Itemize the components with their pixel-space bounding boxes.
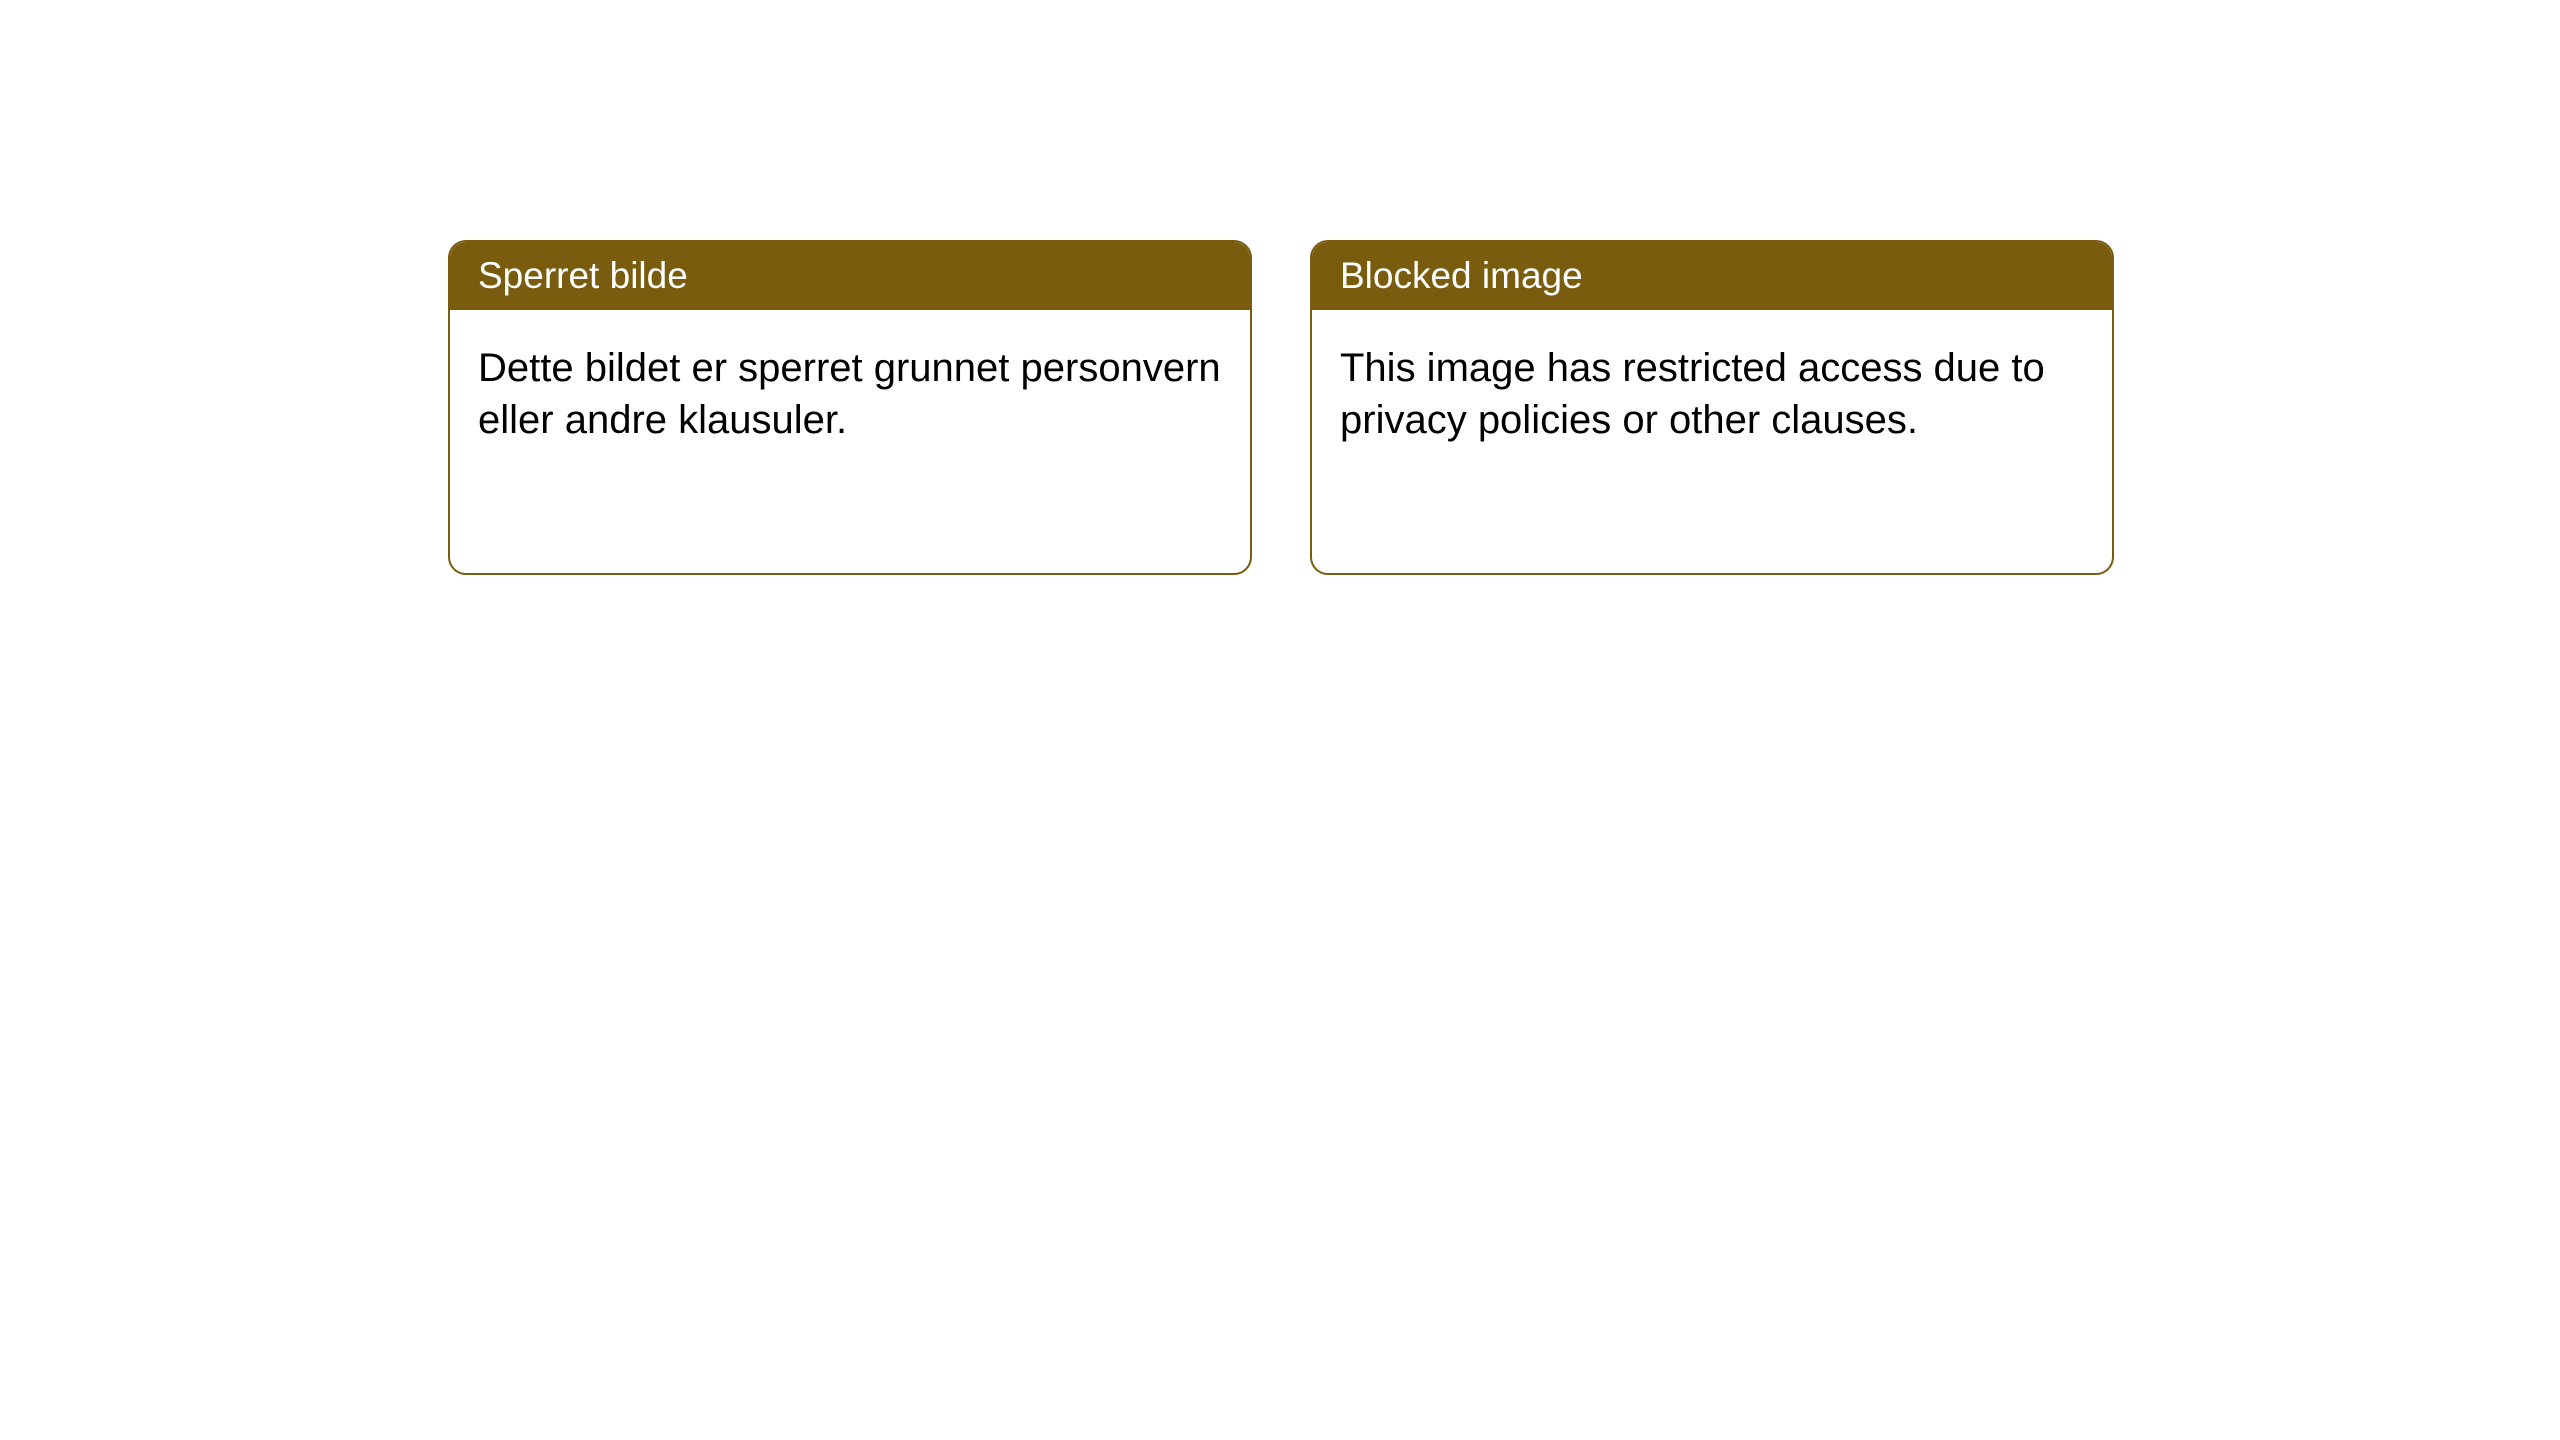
card-body-text-no: Dette bildet er sperret grunnet personve… [478,346,1221,442]
blocked-image-card-en: Blocked image This image has restricted … [1310,240,2114,575]
card-title-en: Blocked image [1340,255,1583,296]
card-header-no: Sperret bilde [450,242,1250,310]
card-body-en: This image has restricted access due to … [1312,310,2112,478]
cards-container: Sperret bilde Dette bildet er sperret gr… [448,240,2560,575]
blocked-image-card-no: Sperret bilde Dette bildet er sperret gr… [448,240,1252,575]
card-body-no: Dette bildet er sperret grunnet personve… [450,310,1250,478]
card-title-no: Sperret bilde [478,255,688,296]
card-body-text-en: This image has restricted access due to … [1340,346,2045,442]
card-header-en: Blocked image [1312,242,2112,310]
